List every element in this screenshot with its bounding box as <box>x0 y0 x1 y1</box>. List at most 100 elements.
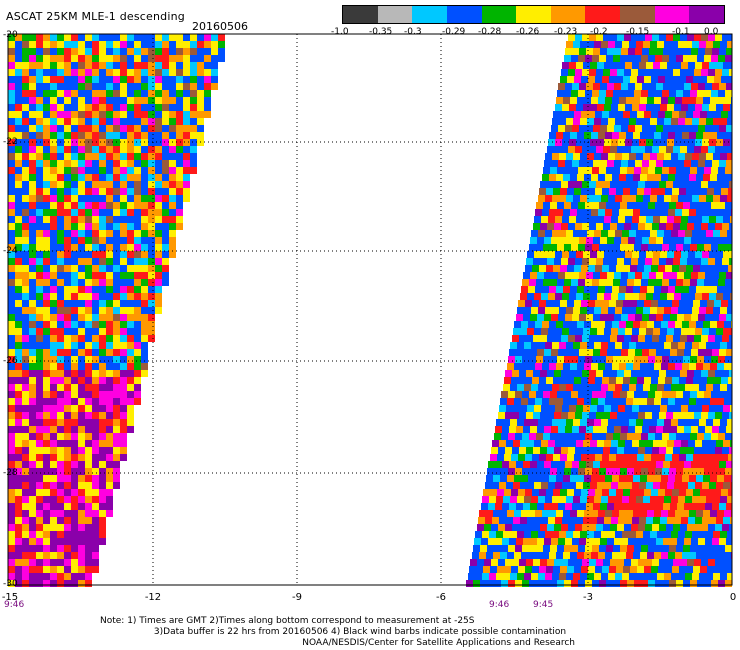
data-cell <box>635 160 642 167</box>
data-cell <box>641 391 648 398</box>
data-cell <box>36 559 43 566</box>
data-cell <box>699 153 706 160</box>
data-cell <box>655 202 662 209</box>
data-cell <box>662 580 669 587</box>
data-cell <box>722 412 729 419</box>
data-cell <box>565 83 572 90</box>
data-cell <box>700 265 707 272</box>
data-cell <box>120 335 127 342</box>
data-cell <box>615 195 622 202</box>
data-cell <box>127 146 134 153</box>
data-cell <box>705 461 712 468</box>
data-cell <box>594 419 601 426</box>
data-cell <box>36 398 43 405</box>
data-cell <box>569 216 576 223</box>
data-cell <box>708 335 715 342</box>
data-cell <box>702 104 709 111</box>
data-cell <box>92 258 99 265</box>
data-cell <box>713 41 720 48</box>
data-cell <box>499 482 506 489</box>
data-cell <box>78 363 85 370</box>
plot-frame <box>7 33 733 586</box>
data-cell <box>572 461 579 468</box>
data-cell <box>513 482 520 489</box>
data-cell <box>578 468 585 475</box>
data-cell <box>707 377 714 384</box>
data-cell <box>519 447 526 454</box>
data-cell <box>99 370 106 377</box>
data-cell <box>563 552 570 559</box>
data-cell <box>595 76 602 83</box>
data-cell <box>679 377 686 384</box>
data-cell <box>517 419 524 426</box>
data-cell <box>71 174 78 181</box>
data-cell <box>635 314 642 321</box>
data-cell <box>190 118 197 125</box>
data-cell <box>99 517 106 524</box>
data-cell <box>543 433 550 440</box>
data-cell <box>85 265 92 272</box>
data-cell <box>605 510 612 517</box>
data-cell <box>36 286 43 293</box>
data-cell <box>92 391 99 398</box>
data-cell <box>650 230 657 237</box>
data-cell <box>719 314 726 321</box>
data-cell <box>560 111 567 118</box>
data-cell <box>723 216 730 223</box>
data-cell <box>29 272 36 279</box>
data-cell <box>15 111 22 118</box>
data-cell <box>681 104 688 111</box>
data-cell <box>676 468 683 475</box>
data-cell <box>707 76 714 83</box>
data-cell <box>659 258 666 265</box>
data-cell <box>22 363 29 370</box>
data-cell <box>592 167 599 174</box>
data-cell <box>127 370 134 377</box>
data-cell <box>567 300 574 307</box>
data-cell <box>29 489 36 496</box>
data-cell <box>85 412 92 419</box>
data-cell <box>43 97 50 104</box>
data-cell <box>567 454 574 461</box>
data-cell <box>78 335 85 342</box>
data-cell <box>99 272 106 279</box>
data-cell <box>113 125 120 132</box>
data-cell <box>694 524 701 531</box>
data-cell <box>538 531 545 538</box>
data-cell <box>680 181 687 188</box>
data-cell <box>628 503 635 510</box>
data-cell <box>50 111 57 118</box>
data-cell <box>640 132 647 139</box>
data-cell <box>674 62 681 69</box>
data-cell <box>85 160 92 167</box>
data-cell <box>530 349 537 356</box>
data-cell <box>579 272 586 279</box>
data-cell <box>99 363 106 370</box>
data-cell <box>8 384 15 391</box>
data-cell <box>717 398 724 405</box>
data-cell <box>64 398 71 405</box>
data-cell <box>92 174 99 181</box>
data-cell <box>576 293 583 300</box>
data-cell <box>509 426 516 433</box>
data-cell <box>78 300 85 307</box>
data-cell <box>679 454 686 461</box>
data-cell <box>686 454 693 461</box>
data-cell <box>591 286 598 293</box>
data-cell <box>705 349 712 356</box>
data-cell <box>141 251 148 258</box>
data-cell <box>36 41 43 48</box>
data-cell <box>617 524 624 531</box>
data-cell <box>558 83 565 90</box>
data-cell <box>113 97 120 104</box>
data-cell <box>632 62 639 69</box>
data-cell <box>674 293 681 300</box>
data-cell <box>571 279 578 286</box>
data-cell <box>106 181 113 188</box>
data-cell <box>50 454 57 461</box>
data-cell <box>483 489 490 496</box>
data-cell <box>707 300 714 307</box>
data-cell <box>85 321 92 328</box>
data-cell <box>714 111 721 118</box>
data-cell <box>78 188 85 195</box>
